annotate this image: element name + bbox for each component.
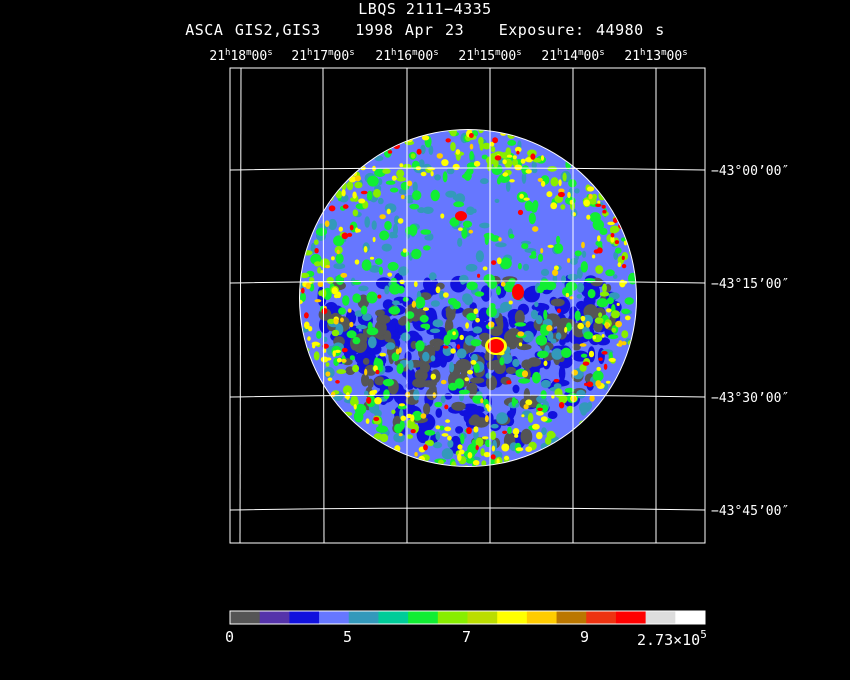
colorbar-swatch [378,611,409,624]
colorbar-swatch [556,611,587,624]
colorbar-swatch [259,611,290,624]
colorbar [229,610,706,625]
colorbar-tick-7: 7 [462,628,472,646]
colorbar-frame [229,610,706,625]
ra-label: 21h18m00s [209,48,272,64]
colorbar-tick-5: 5 [343,628,353,646]
colorbar-swatch [289,611,320,624]
colorbar-swatch [675,611,706,624]
colorbar-swatch [348,611,379,624]
colorbar-swatch [586,611,617,624]
detector-field-of-view [300,130,636,466]
grid-line-dec-3 [230,394,705,398]
colorbar-tick-9: 9 [580,628,590,646]
plot-subtitle: ASCA GIS2,GIS3 1998 Apr 23 Exposure: 449… [0,21,850,39]
colorbar-swatch [408,611,439,624]
dec-axis-labels: −43°00’00″ −43°15’00″ −43°30’00″ −43°45’00″ [711,164,789,519]
instrument-label: ASCA GIS2,GIS3 [185,21,321,39]
ra-label: 21h17m00s [291,48,354,64]
ra-label: 21h15m00s [458,48,521,64]
observation-date: 1998 Apr 23 [355,21,465,39]
coordinate-grid [230,68,705,543]
colorbar-swatch [645,611,676,624]
grid-line-dec-1 [230,167,705,171]
grid-line-dec-2 [230,280,705,284]
ra-label: 21h13m00s [624,48,687,64]
ra-label: 21h14m00s [541,48,604,64]
grid-line-dec-4 [230,507,705,511]
grid-line-ra-1 [239,68,242,543]
ra-label: 21h16m00s [375,48,438,64]
colorbar-swatch [526,611,558,624]
dec-label: −43°00’00″ [711,164,789,179]
colorbar-swatch [230,611,261,624]
colorbar-swatch [615,611,647,624]
colorbar-max-label: 2.73×105 [637,628,707,649]
colorbar-swatch [497,611,528,624]
colorbar-swatch [437,611,468,624]
ra-axis-labels: 21h18m00s 21h17m00s 21h16m00s 21h15m00s 21h1… [209,48,687,64]
colorbar-tick-0: 0 [225,628,235,646]
plot-title-object: LBQS 2111−4335 [358,0,492,18]
plot-frame [229,67,706,544]
colorbar-swatch [467,611,498,624]
dec-label: −43°30’00″ [711,391,789,406]
exposure-label: Exposure: 44980 s [498,21,665,39]
colorbar-swatch [319,611,350,624]
dec-label: −43°45’00″ [711,504,789,519]
grid-line-ra-2 [322,68,325,543]
dec-label: −43°15’00″ [711,277,789,292]
